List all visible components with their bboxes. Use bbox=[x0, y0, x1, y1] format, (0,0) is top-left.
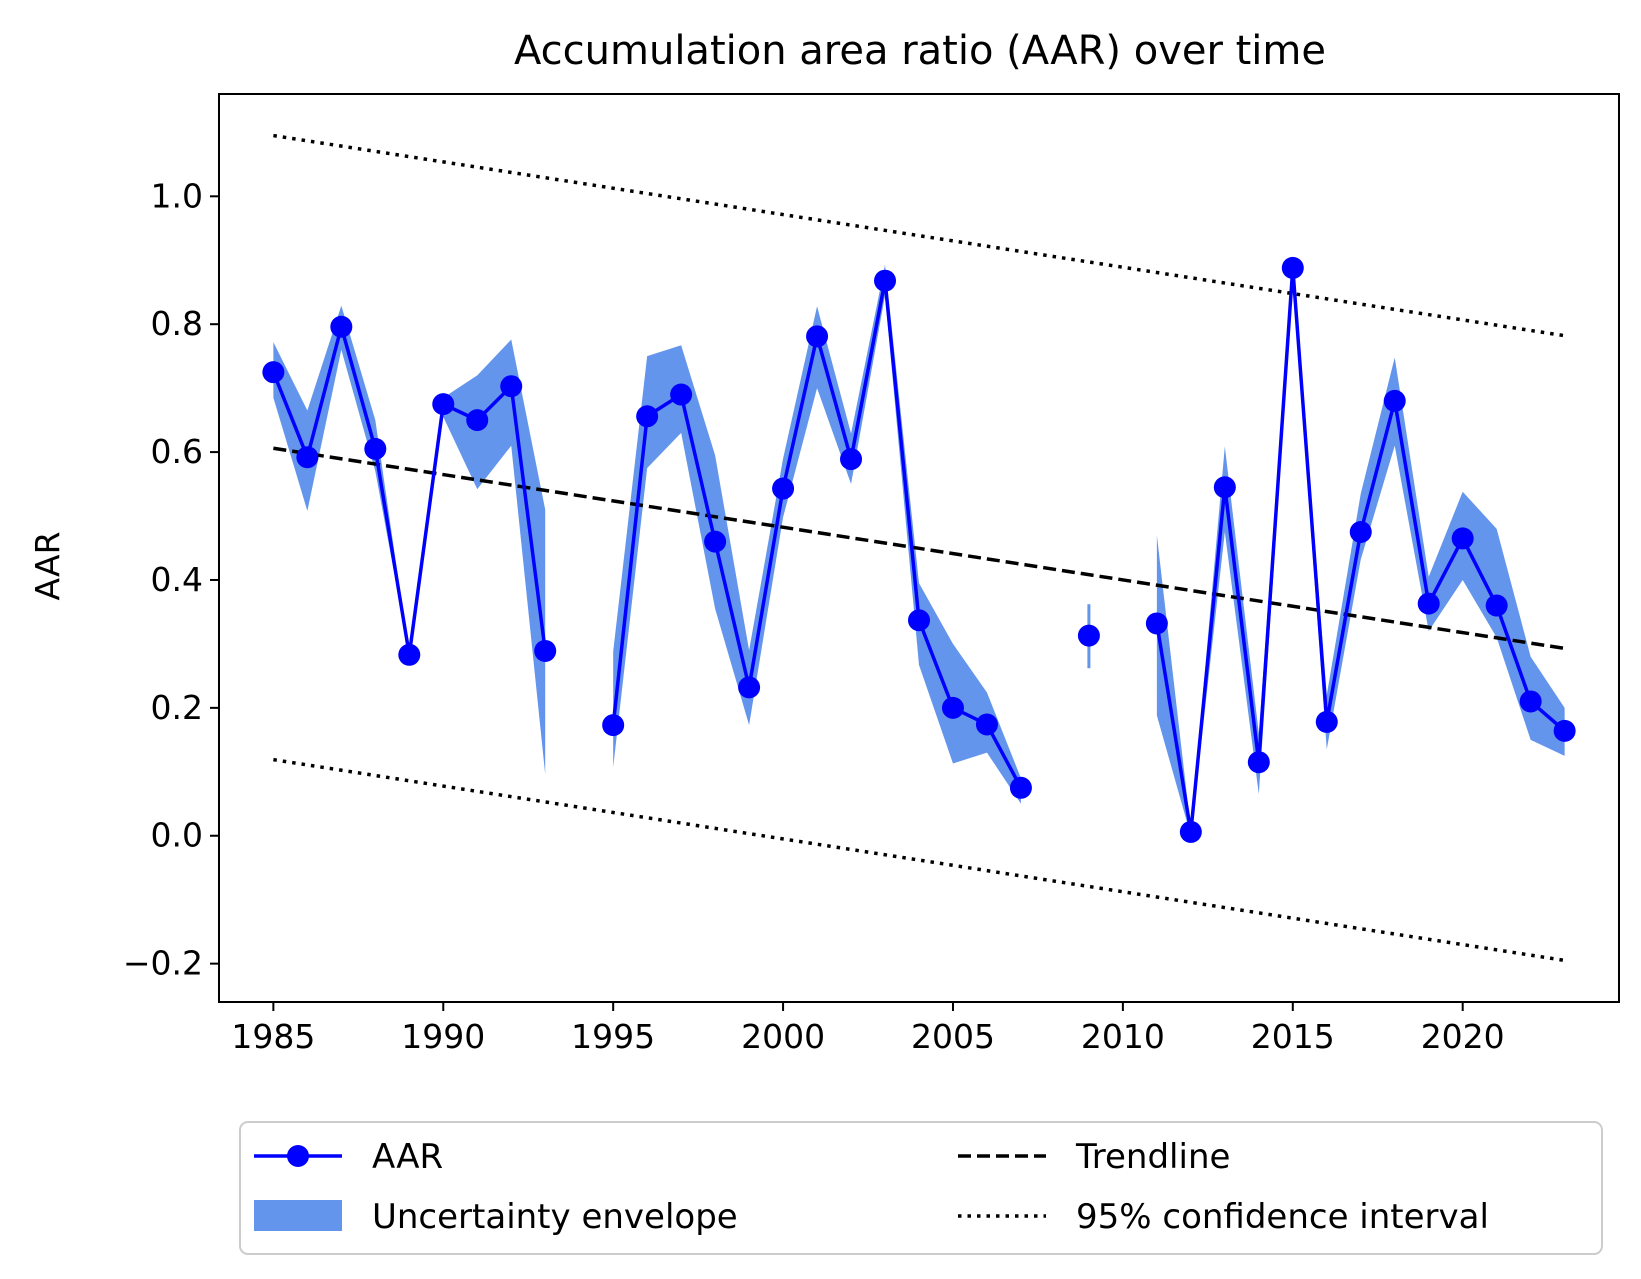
envelope-band bbox=[613, 264, 1021, 804]
aar-point-2004 bbox=[908, 609, 930, 632]
legend-ci-label: 95% confidence interval bbox=[1076, 1197, 1489, 1237]
x-axis-ticks: 1985 1990 1995 2000 2005 2010 2015 2020 bbox=[231, 1002, 1505, 1056]
confidence-interval-lower bbox=[273, 757, 1565, 963]
x-tick-label: 2010 bbox=[1081, 1017, 1165, 1056]
aar-point-1997 bbox=[670, 383, 693, 406]
confidence-interval-upper bbox=[273, 133, 1565, 338]
aar-point-2018 bbox=[1383, 389, 1406, 412]
y-tick-label: 0.2 bbox=[151, 688, 203, 727]
x-tick-label: 2005 bbox=[911, 1017, 995, 1056]
aar-point-2007 bbox=[1009, 776, 1032, 799]
aar-point-2015 bbox=[1281, 256, 1304, 279]
y-tick-label: 0.4 bbox=[151, 560, 203, 599]
aar-point-1999 bbox=[738, 676, 761, 699]
aar-point-1995 bbox=[602, 714, 625, 737]
aar-point-1993 bbox=[534, 639, 557, 662]
aar-point-2002 bbox=[840, 448, 863, 471]
legend-envelope-label: Uncertainty envelope bbox=[372, 1197, 738, 1237]
aar-point-2023 bbox=[1553, 719, 1576, 742]
aar-point-2022 bbox=[1519, 690, 1542, 713]
aar-point-2011 bbox=[1145, 612, 1168, 635]
legend-aar-swatch-marker bbox=[287, 1145, 309, 1167]
x-tick-label: 2000 bbox=[741, 1017, 825, 1056]
aar-point-2001 bbox=[806, 325, 829, 348]
legend-envelope-swatch bbox=[254, 1200, 342, 1231]
aar-point-1985 bbox=[262, 361, 285, 384]
aar-point-1986 bbox=[296, 446, 319, 469]
plot-area bbox=[262, 133, 1576, 963]
aar-point-2009 bbox=[1077, 624, 1100, 647]
aar-point-1989 bbox=[398, 643, 421, 666]
aar-point-2017 bbox=[1349, 521, 1372, 544]
aar-point-2013 bbox=[1213, 476, 1236, 499]
aar-point-1988 bbox=[364, 437, 387, 460]
aar-point-2019 bbox=[1417, 592, 1440, 615]
trendline-layer bbox=[273, 446, 1565, 651]
aar-points-layer bbox=[262, 256, 1576, 843]
aar-point-2020 bbox=[1451, 527, 1474, 550]
aar-point-2003 bbox=[874, 269, 897, 292]
aar-point-1996 bbox=[636, 405, 659, 428]
aar-point-1990 bbox=[432, 393, 455, 416]
x-tick-label: 2015 bbox=[1251, 1017, 1335, 1056]
x-tick-label: 1995 bbox=[571, 1017, 655, 1056]
aar-point-1998 bbox=[704, 530, 727, 553]
aar-point-2016 bbox=[1315, 710, 1338, 733]
aar-point-1987 bbox=[330, 315, 353, 338]
aar-point-2012 bbox=[1179, 820, 1202, 843]
legend-aar-label: AAR bbox=[372, 1137, 443, 1177]
chart-title: Accumulation area ratio (AAR) over time bbox=[514, 28, 1326, 74]
aar-point-2005 bbox=[941, 696, 964, 719]
aar-point-2014 bbox=[1247, 751, 1270, 774]
uncertainty-envelope bbox=[273, 257, 1565, 836]
trendline bbox=[273, 446, 1565, 651]
y-tick-label: 1.0 bbox=[151, 176, 203, 215]
aar-point-2000 bbox=[772, 477, 795, 500]
y-tick-label: 0.0 bbox=[151, 816, 203, 855]
envelope-band bbox=[1156, 257, 1565, 836]
aar-point-2006 bbox=[975, 713, 998, 736]
x-tick-label: 1990 bbox=[401, 1017, 485, 1056]
y-axis-ticks: −0.2 0.0 0.2 0.4 0.6 0.8 1.0 bbox=[123, 176, 219, 983]
envelope-band bbox=[273, 305, 546, 775]
y-tick-label: 0.8 bbox=[151, 304, 203, 343]
aar-point-1991 bbox=[466, 409, 489, 432]
y-axis-label: AAR bbox=[28, 532, 67, 601]
y-tick-label: 0.6 bbox=[151, 432, 203, 471]
y-tick-label: −0.2 bbox=[123, 944, 203, 983]
aar-point-2021 bbox=[1485, 594, 1508, 617]
legend: AAR Uncertainty envelope Trendline 95% c… bbox=[239, 1121, 1603, 1255]
x-tick-label: 2020 bbox=[1421, 1017, 1505, 1056]
legend-trendline-label: Trendline bbox=[1075, 1137, 1230, 1177]
legend-box bbox=[239, 1121, 1603, 1255]
plot-frame bbox=[218, 93, 1620, 1003]
x-tick-label: 1985 bbox=[231, 1017, 315, 1056]
aar-point-1992 bbox=[500, 375, 523, 398]
